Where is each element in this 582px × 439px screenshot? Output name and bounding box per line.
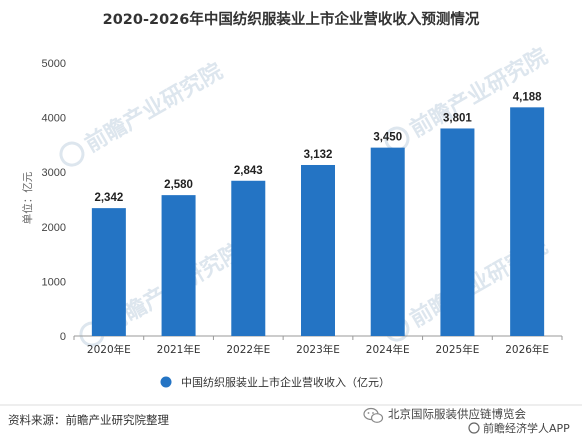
- data-label: 3,801: [443, 112, 472, 124]
- data-label: 2,580: [164, 179, 193, 191]
- x-tick-label: 2023年E: [296, 343, 340, 356]
- source-text: 资料来源：前瞻产业研究院整理: [8, 413, 169, 427]
- x-tick-label: 2026年E: [505, 343, 549, 356]
- y-tick-label: 0: [60, 331, 66, 343]
- bar: [440, 128, 475, 336]
- wechat-footer: 北京国际服装供应链博览会: [363, 407, 526, 423]
- data-label: 3,132: [304, 149, 333, 161]
- legend-marker: [160, 376, 172, 388]
- footer-wechat-text: 北京国际服装供应链博览会: [388, 407, 526, 421]
- y-axis-label: 单位：亿元: [21, 171, 34, 224]
- bar: [91, 208, 126, 336]
- data-label: 2,843: [234, 165, 263, 177]
- y-tick-label: 1000: [42, 276, 66, 288]
- wechat-icon: [363, 407, 384, 423]
- y-tick-label: 4000: [42, 113, 66, 125]
- data-label: 3,450: [373, 132, 402, 144]
- x-tick-label: 2024年E: [366, 343, 410, 356]
- bar: [510, 107, 545, 336]
- legend: 中国纺织服装业上市企业营收收入（亿元）: [160, 375, 390, 389]
- bar: [231, 180, 266, 336]
- watermark-text: 前瞻产业研究院: [81, 58, 227, 158]
- watermark-app: 前瞻经济学人APP: [468, 421, 570, 435]
- x-tick-label: 2025年E: [435, 343, 479, 356]
- bar: [161, 195, 196, 336]
- data-label: 2,342: [94, 192, 123, 204]
- x-tick-label: 2022年E: [226, 343, 270, 356]
- x-tick-label: 2020年E: [87, 343, 131, 356]
- legend-label: 中国纺织服装业上市企业营收收入（亿元）: [181, 375, 390, 389]
- watermark-app-label: 前瞻经济学人APP: [483, 421, 570, 435]
- watermark-logo-icon: [59, 141, 85, 167]
- x-tick-label: 2021年E: [157, 343, 201, 356]
- bar: [370, 147, 405, 336]
- y-tick-label: 3000: [42, 167, 66, 179]
- app-logo-icon: [468, 422, 480, 434]
- bar: [301, 164, 335, 336]
- data-label: 4,188: [513, 91, 542, 103]
- y-tick-label: 5000: [42, 58, 66, 70]
- chart-title: 2020-2026年中国纺织服装业上市企业营收收入预测情况: [103, 10, 480, 28]
- y-tick-label: 2000: [42, 222, 66, 234]
